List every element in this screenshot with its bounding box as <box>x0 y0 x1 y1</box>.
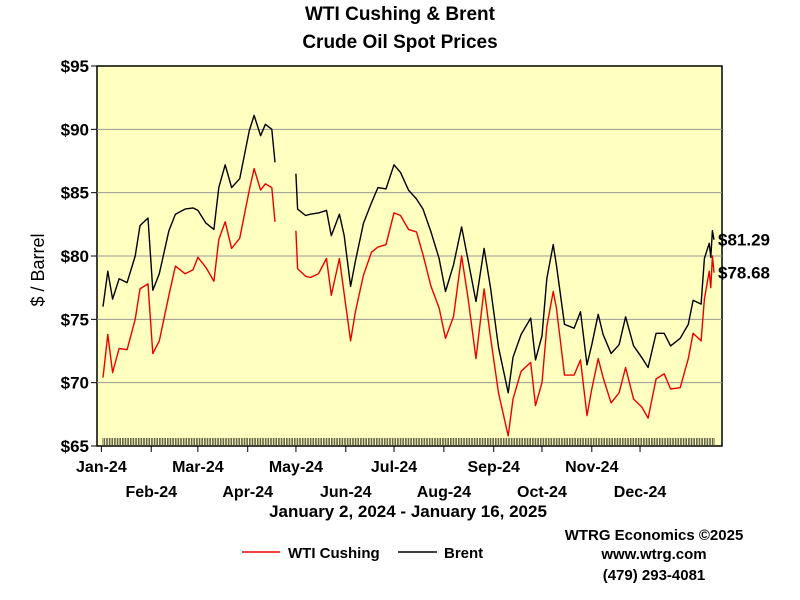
credit-company: WTRG Economics ©2025 <box>565 527 744 544</box>
x-tick-label: Jan-24 <box>76 459 127 476</box>
x-tick-label: Feb-24 <box>125 484 177 501</box>
x-axis: Jan-24 Feb-24 Mar-24 Apr-24 May-24 Jun-24 Jul-… <box>76 438 715 501</box>
x-tick-label: Aug-24 <box>417 484 471 501</box>
legend-label-wti: WTI Cushing <box>288 545 380 562</box>
x-tick-label: Dec-24 <box>614 484 667 501</box>
x-tick-label: Nov-24 <box>565 459 618 476</box>
x-tick-label: Sep-24 <box>467 459 520 476</box>
end-labels: $78.68 $81.29 <box>718 231 770 283</box>
y-tick-label: $65 <box>61 437 89 456</box>
y-tick-label: $90 <box>61 120 89 139</box>
x-tick-label: Apr-24 <box>222 484 273 501</box>
x-tick-label: Jun-24 <box>320 484 372 501</box>
grid <box>97 128 722 384</box>
end-label-brent: $81.29 <box>718 231 770 250</box>
series-line-brent <box>102 114 715 394</box>
legend-label-brent: Brent <box>444 545 483 562</box>
y-axis-label: $ / Barrel <box>28 233 48 306</box>
credit-phone: (479) 293-4081 <box>603 567 706 584</box>
y-axis: $65 $70 $75 $80 $85 $90 $95 <box>61 57 97 456</box>
y-tick-label: $75 <box>61 310 89 329</box>
y-tick-label: $95 <box>61 57 89 76</box>
credit-website: www.wtrg.com <box>600 546 706 563</box>
end-label-wti-cushing: $78.68 <box>718 264 770 283</box>
y-tick-label: $80 <box>61 247 89 266</box>
x-tick-label: Oct-24 <box>517 484 567 501</box>
chart-title-line-1: WTI Cushing & Brent <box>305 4 496 25</box>
x-tick-label: May-24 <box>269 459 323 476</box>
series-line-wti-cushing <box>102 167 715 437</box>
legend: WTI Cushing Brent <box>242 545 483 562</box>
x-tick-label: Jul-24 <box>371 459 417 476</box>
x-tick-label: Mar-24 <box>172 459 224 476</box>
y-tick-label: $85 <box>61 184 89 203</box>
series-layer <box>102 114 715 437</box>
y-tick-label: $70 <box>61 374 89 393</box>
date-range-subtitle: January 2, 2024 - January 16, 2025 <box>269 502 547 521</box>
credits: WTRG Economics ©2025 www.wtrg.com (479) … <box>565 527 744 584</box>
chart-title-line-2: Crude Oil Spot Prices <box>302 32 497 53</box>
